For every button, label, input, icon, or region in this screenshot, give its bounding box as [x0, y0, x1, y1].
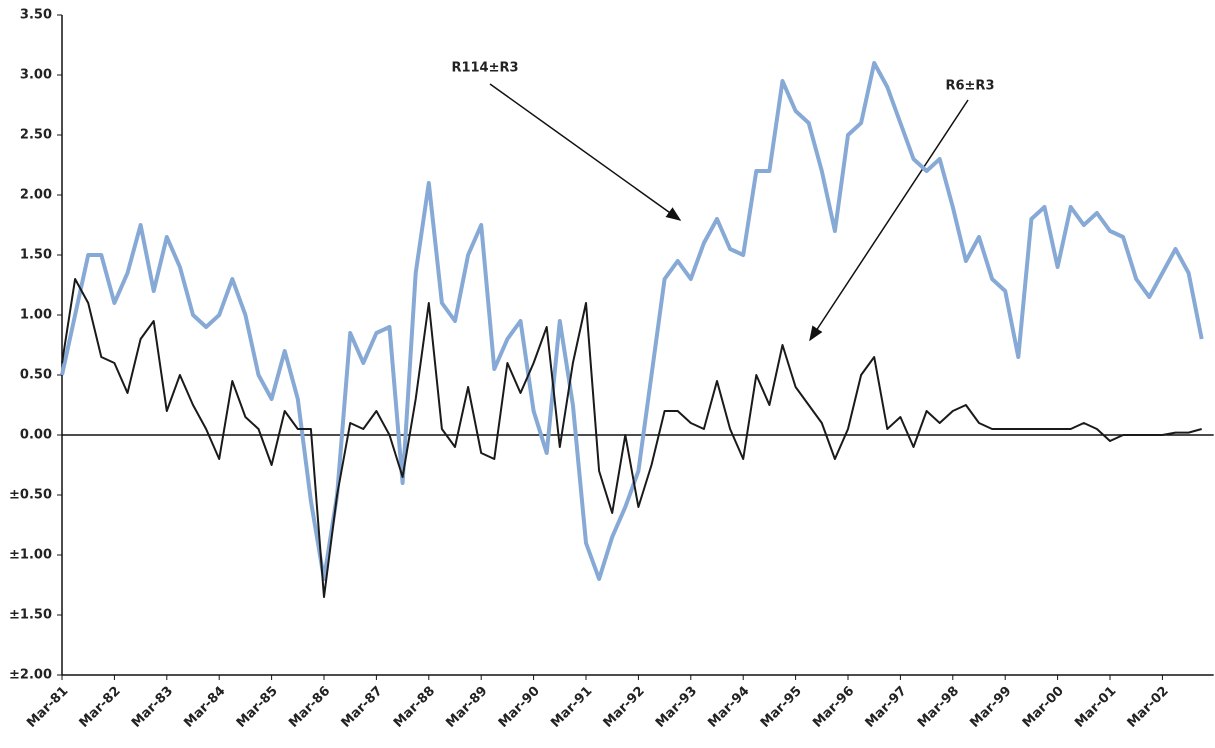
- x-tick-label: Mar-89: [443, 684, 490, 731]
- y-tick-label: 0.00: [20, 428, 52, 443]
- y-tick-label: 2.00: [20, 188, 52, 203]
- x-tick-label: Mar-83: [129, 684, 176, 731]
- y-tick-label: 1.50: [20, 248, 52, 263]
- x-tick-label: Mar-82: [77, 684, 124, 731]
- annotation: R114±R3: [451, 61, 518, 76]
- x-tick-label: Mar-85: [234, 684, 281, 731]
- x-tick-label: Mar-92: [601, 684, 648, 731]
- y-tick-label: 1.00: [20, 308, 52, 323]
- y-tick-label: 2.50: [20, 128, 52, 143]
- series-line: [61, 278, 1202, 598]
- y-tick-label: ±1.50: [9, 608, 52, 623]
- x-tick-label: Mar-98: [915, 684, 962, 731]
- x-tick-label: Mar-90: [496, 684, 543, 731]
- y-tick-label: 3.50: [20, 8, 52, 23]
- y-tick-label: 3.00: [20, 68, 52, 83]
- x-tick-label: Mar-00: [1020, 684, 1067, 731]
- y-tick-label: ±2.00: [9, 668, 52, 683]
- y-tick-label: ±1.00: [9, 548, 52, 563]
- arrow: [809, 99, 969, 342]
- x-tick-label: Mar-84: [181, 684, 228, 731]
- annotation: R6±R3: [945, 79, 994, 94]
- x-tick-label: Mar-88: [391, 684, 438, 731]
- x-tick-label: Mar-86: [286, 684, 333, 731]
- x-tick-label: Mar-87: [339, 684, 386, 731]
- y-tick-label: 0.50: [20, 368, 52, 383]
- x-tick-label: Mar-97: [863, 684, 910, 731]
- x-tick-label: Mar-81: [24, 684, 71, 731]
- x-tick-label: Mar-94: [705, 684, 752, 731]
- x-tick-label: Mar-93: [653, 684, 700, 731]
- y-tick-label: ±0.50: [9, 488, 52, 503]
- x-tick-label: Mar-95: [758, 684, 805, 731]
- x-tick-label: Mar-91: [548, 684, 595, 731]
- x-tick-label: Mar-96: [810, 684, 857, 731]
- arrow: [489, 83, 682, 221]
- x-tick-label: Mar-01: [1072, 684, 1119, 731]
- x-tick-label: Mar-02: [1125, 684, 1172, 731]
- series-line: [60, 61, 1204, 581]
- x-tick-label: Mar-99: [967, 684, 1014, 731]
